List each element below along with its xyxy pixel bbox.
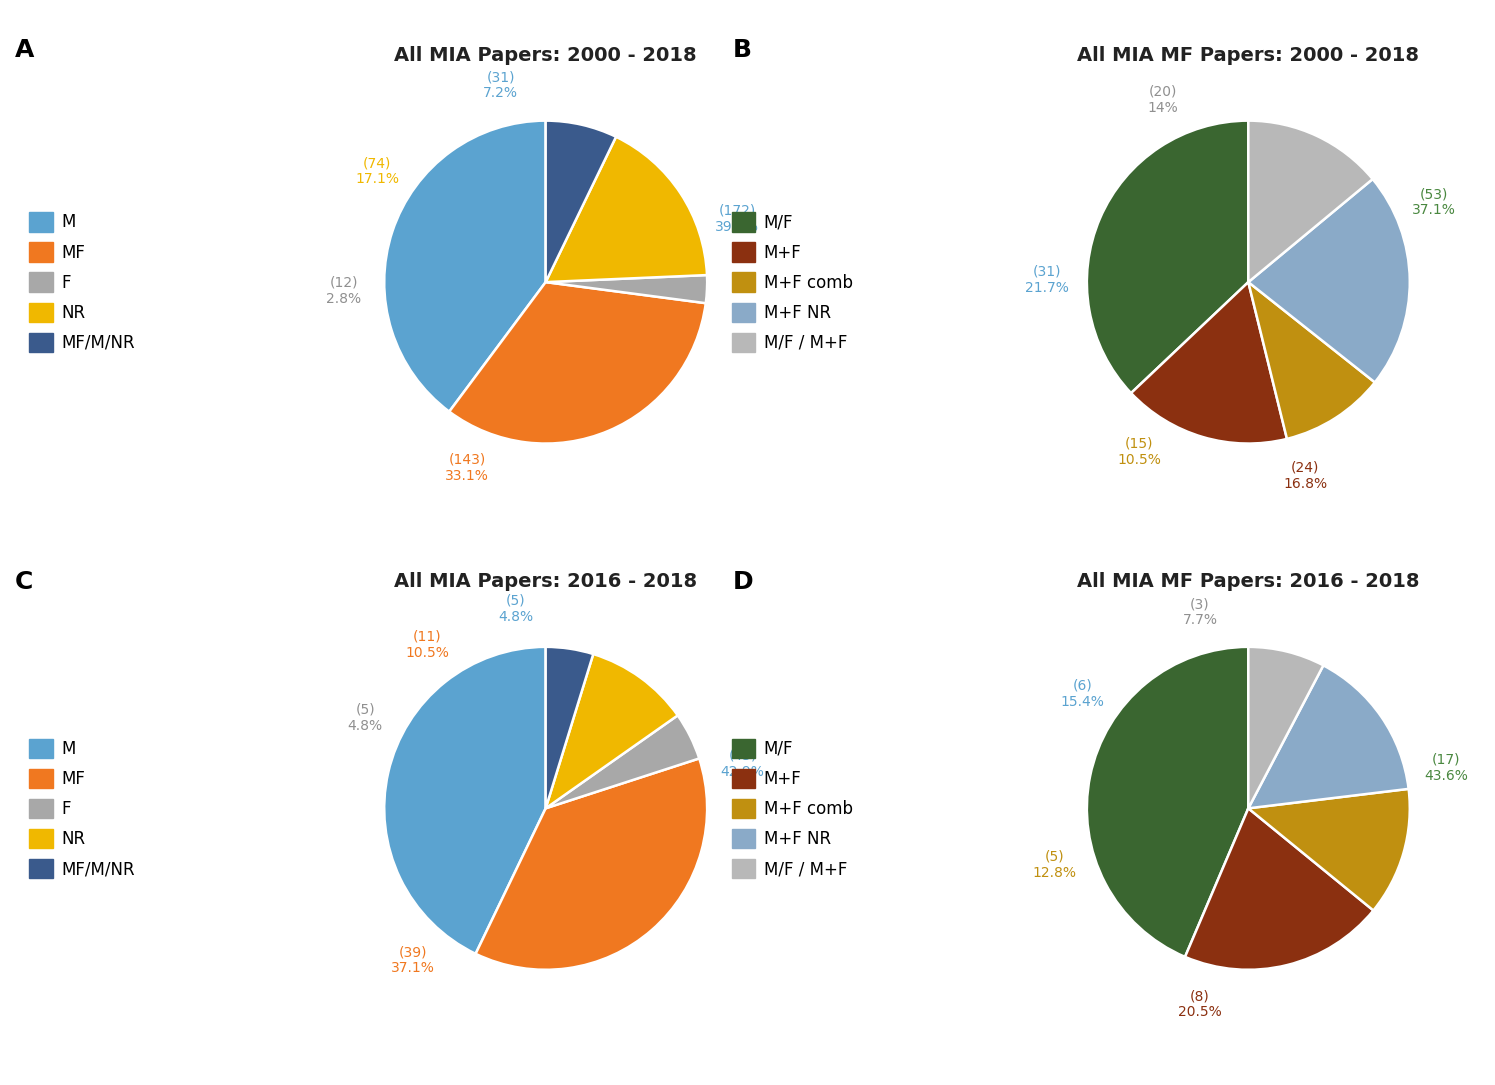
Text: (11)
10.5%: (11) 10.5% bbox=[405, 630, 448, 660]
Title: All MIA MF Papers: 2016 - 2018: All MIA MF Papers: 2016 - 2018 bbox=[1076, 572, 1420, 591]
Text: (143)
33.1%: (143) 33.1% bbox=[446, 452, 489, 483]
Wedge shape bbox=[1248, 665, 1408, 808]
Legend: M/F, M+F, M+F comb, M+F NR, M/F / M+F: M/F, M+F, M+F comb, M+F NR, M/F / M+F bbox=[733, 213, 852, 352]
Wedge shape bbox=[384, 647, 546, 954]
Wedge shape bbox=[546, 654, 677, 808]
Wedge shape bbox=[546, 276, 707, 303]
Text: (3)
7.7%: (3) 7.7% bbox=[1183, 597, 1217, 627]
Wedge shape bbox=[1248, 179, 1410, 382]
Legend: M, MF, F, NR, MF/M/NR: M, MF, F, NR, MF/M/NR bbox=[30, 213, 135, 352]
Text: (74)
17.1%: (74) 17.1% bbox=[354, 156, 399, 187]
Wedge shape bbox=[546, 120, 616, 282]
Title: All MIA MF Papers: 2000 - 2018: All MIA MF Papers: 2000 - 2018 bbox=[1078, 46, 1419, 65]
Text: (31)
21.7%: (31) 21.7% bbox=[1024, 265, 1069, 295]
Title: All MIA Papers: 2000 - 2018: All MIA Papers: 2000 - 2018 bbox=[395, 46, 697, 65]
Wedge shape bbox=[1248, 647, 1323, 808]
Text: (8)
20.5%: (8) 20.5% bbox=[1178, 990, 1221, 1020]
Wedge shape bbox=[546, 647, 594, 808]
Text: (12)
2.8%: (12) 2.8% bbox=[326, 276, 362, 306]
Text: (15)
10.5%: (15) 10.5% bbox=[1117, 437, 1162, 467]
Text: (24)
16.8%: (24) 16.8% bbox=[1283, 461, 1328, 490]
Text: D: D bbox=[733, 570, 753, 593]
Text: (172)
39.8%: (172) 39.8% bbox=[715, 204, 759, 233]
Text: (31)
7.2%: (31) 7.2% bbox=[483, 71, 519, 101]
Text: B: B bbox=[733, 38, 752, 62]
Wedge shape bbox=[546, 137, 707, 282]
Text: (5)
4.8%: (5) 4.8% bbox=[498, 593, 534, 624]
Legend: M/F, M+F, M+F comb, M+F NR, M/F / M+F: M/F, M+F, M+F comb, M+F NR, M/F / M+F bbox=[733, 739, 852, 878]
Wedge shape bbox=[1248, 282, 1375, 438]
Wedge shape bbox=[1248, 789, 1410, 910]
Wedge shape bbox=[1248, 120, 1372, 282]
Text: (20)
14%: (20) 14% bbox=[1147, 85, 1178, 115]
Text: A: A bbox=[15, 38, 34, 62]
Wedge shape bbox=[384, 120, 546, 411]
Text: (39)
37.1%: (39) 37.1% bbox=[392, 945, 435, 975]
Wedge shape bbox=[1186, 808, 1374, 970]
Wedge shape bbox=[546, 715, 700, 808]
Wedge shape bbox=[1132, 282, 1287, 444]
Wedge shape bbox=[475, 758, 707, 970]
Text: (6)
15.4%: (6) 15.4% bbox=[1060, 678, 1105, 709]
Text: (5)
4.8%: (5) 4.8% bbox=[348, 703, 383, 733]
Title: All MIA Papers: 2016 - 2018: All MIA Papers: 2016 - 2018 bbox=[395, 572, 697, 591]
Wedge shape bbox=[1087, 120, 1248, 393]
Text: (5)
12.8%: (5) 12.8% bbox=[1033, 850, 1076, 880]
Legend: M, MF, F, NR, MF/M/NR: M, MF, F, NR, MF/M/NR bbox=[30, 739, 135, 878]
Wedge shape bbox=[450, 282, 706, 444]
Text: (17)
43.6%: (17) 43.6% bbox=[1425, 753, 1468, 783]
Text: C: C bbox=[15, 570, 33, 593]
Text: (45)
42.9%: (45) 42.9% bbox=[721, 749, 764, 779]
Text: (53)
37.1%: (53) 37.1% bbox=[1411, 188, 1456, 217]
Wedge shape bbox=[1087, 647, 1248, 957]
